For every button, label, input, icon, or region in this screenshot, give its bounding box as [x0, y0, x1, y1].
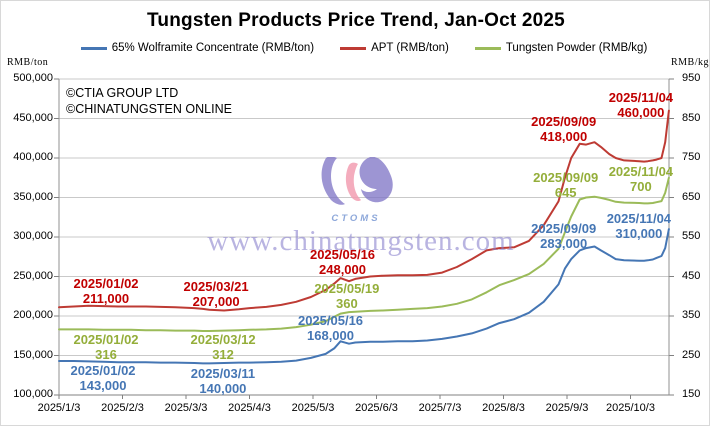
- data-label: 2025/09/09 418,000: [531, 114, 596, 144]
- data-label-line: 460,000: [617, 104, 665, 120]
- series-line-apt: [58, 109, 670, 312]
- legend-label: APT (RMB/ton): [371, 42, 449, 54]
- left-axis-unit-label: RMB/ton: [7, 57, 49, 68]
- data-label: 2025/09/09 645: [533, 170, 598, 200]
- data-label-line: 418,000: [540, 128, 588, 144]
- data-label-line: 2025/11/04: [608, 89, 674, 105]
- y-axis-tick-left: 400,000: [13, 151, 53, 163]
- y-axis-tick-left: 200,000: [13, 309, 53, 321]
- data-label-line: 211,000: [82, 291, 130, 307]
- data-label: 2025/01/02 211,000: [73, 276, 138, 306]
- data-label-line: 2025/09/09: [531, 113, 597, 129]
- legend-item: Tungsten Powder (RMB/kg): [474, 42, 648, 54]
- copyright-text: ©CTIA GROUP LTD ©CHINATUNGSTEN ONLINE: [66, 85, 232, 117]
- y-axis-tick-left: 300,000: [13, 230, 53, 242]
- x-axis-tick: 2025/1/3: [37, 402, 81, 414]
- data-label-line: 2025/11/04: [608, 163, 674, 179]
- y-axis-tick-left: 100,000: [13, 388, 53, 400]
- data-label-line: 2025/03/11: [190, 366, 256, 382]
- data-label-line: 2025/01/02: [70, 363, 136, 379]
- legend-line-swatch: [80, 46, 107, 50]
- y-axis-tick-left: 500,000: [13, 72, 53, 84]
- legend: 65% Wolframite Concentrate (RMB/ton) APT …: [59, 40, 669, 56]
- legend-line-swatch: [474, 46, 501, 50]
- data-label: 2025/05/16 248,000: [310, 247, 375, 277]
- copyright-line: ©CTIA GROUP LTD: [66, 86, 179, 100]
- y-axis-tick-right: 950: [682, 72, 701, 84]
- data-label: 2025/09/09 283,000: [531, 221, 596, 251]
- legend-label: Tungsten Powder (RMB/kg): [505, 42, 648, 54]
- data-label-line: 2025/09/09: [531, 221, 597, 237]
- data-label-line: 2025/03/21: [183, 279, 249, 295]
- y-axis-tick-right: 350: [682, 309, 701, 321]
- y-axis-tick-right: 750: [682, 151, 701, 163]
- series-line-65-wolframite-concentrate: [58, 228, 670, 365]
- data-label: 2025/03/11 140,000: [191, 366, 255, 396]
- data-label-line: 2025/11/04: [606, 211, 672, 227]
- y-axis-tick-right: 550: [682, 230, 701, 242]
- data-label: 2025/11/04 460,000: [609, 90, 673, 120]
- legend-item: APT (RMB/ton): [340, 42, 449, 54]
- y-axis-tick-left: 450,000: [13, 111, 53, 124]
- series-line-tungsten-powder: [58, 176, 670, 332]
- data-label-line: 140,000: [199, 381, 247, 397]
- y-axis-tick-right: 850: [682, 111, 701, 124]
- y-axis-tick-left: 250,000: [13, 269, 53, 282]
- y-axis-tick-right: 150: [682, 388, 701, 400]
- legend-item: 65% Wolframite Concentrate (RMB/ton): [80, 42, 315, 54]
- y-axis-tick-right: 450: [682, 269, 701, 282]
- data-label-line: 2025/03/12: [190, 332, 256, 347]
- legend-label: 65% Wolframite Concentrate (RMB/ton): [111, 42, 315, 54]
- y-axis-tick-left: 350,000: [13, 190, 53, 203]
- page-title: Tungsten Products Price Trend, Jan-Oct 2…: [147, 10, 565, 31]
- data-label-line: 645: [554, 185, 577, 201]
- data-label-line: 283,000: [540, 236, 588, 252]
- data-label: 2025/03/21 207,000: [184, 279, 249, 309]
- data-label: 2025/05/19 360: [314, 281, 379, 311]
- legend-line-swatch: [340, 46, 367, 50]
- data-label: 2025/01/02 316: [73, 332, 138, 362]
- data-label-line: 2025/01/02: [73, 276, 139, 292]
- x-axis-tick: 2025/9/3: [545, 402, 589, 414]
- data-label-line: 207,000: [192, 294, 240, 310]
- x-axis-tick: 2025/3/3: [164, 402, 208, 414]
- x-axis-tick: 2025/8/3: [482, 402, 525, 414]
- data-label-line: 310,000: [615, 226, 663, 242]
- x-axis-tick: 2025/6/3: [355, 402, 398, 414]
- x-axis-tick: 2025/2/3: [101, 402, 144, 414]
- data-label: 2025/01/02 143,000: [70, 363, 135, 393]
- right-axis-unit-label: RMB/kg: [671, 57, 710, 68]
- x-axis-tick: 2025/4/3: [228, 402, 271, 414]
- data-label-line: 2025/05/16: [297, 313, 364, 329]
- y-axis-tick-right: 650: [682, 190, 701, 203]
- x-axis-tick: 2025/7/3: [418, 402, 462, 414]
- x-axis-tick: 2025/5/3: [291, 402, 335, 414]
- copyright-line: ©CHINATUNGSTEN ONLINE: [66, 102, 232, 116]
- data-label-line: 2025/05/19: [314, 281, 380, 297]
- x-axis-tick: 2025/10/3: [606, 402, 655, 414]
- data-label: 2025/05/16 168,000: [298, 313, 363, 343]
- data-label-line: 2025/01/02: [73, 332, 139, 348]
- data-label-line: 248,000: [319, 262, 367, 278]
- data-label-line: 316: [95, 347, 117, 363]
- y-axis-tick-right: 250: [682, 348, 701, 361]
- data-label: 2025/11/04 700: [609, 164, 673, 194]
- y-axis-tick-left: 150,000: [13, 348, 53, 361]
- data-label-line: 700: [630, 178, 652, 194]
- data-label: 2025/03/12 312: [191, 332, 256, 362]
- data-label-line: 312: [212, 347, 234, 362]
- data-label-line: 143,000: [79, 378, 127, 394]
- data-label-line: 2025/09/09: [533, 170, 599, 186]
- data-label: 2025/11/04 310,000: [607, 211, 671, 241]
- data-label-line: 360: [336, 296, 358, 312]
- data-label-line: 168,000: [307, 328, 355, 344]
- data-label-line: 2025/05/16: [309, 247, 376, 263]
